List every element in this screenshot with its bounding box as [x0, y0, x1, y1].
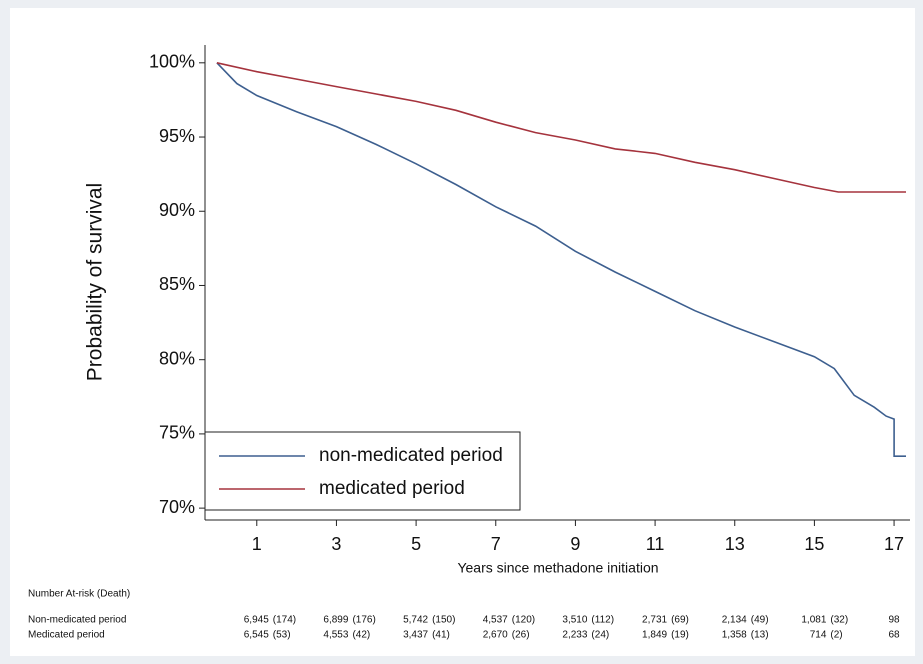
y-tick-label: 95% [159, 126, 195, 146]
y-tick-label: 80% [159, 348, 195, 368]
x-tick-label: 11 [646, 534, 665, 554]
risk-at-risk: 6,545 [244, 630, 269, 641]
risk-deaths: (24) [591, 630, 609, 641]
legend-box [204, 431, 521, 511]
risk-deaths: (13) [751, 630, 769, 641]
x-tick-label: 13 [725, 534, 745, 554]
x-tick-label: 17 [884, 534, 904, 554]
risk-at-risk: 3,510 [562, 615, 587, 626]
risk-deaths: (26) [512, 630, 530, 641]
risk-deaths: (41) [432, 630, 450, 641]
survival-curve [216, 62, 906, 457]
risk-deaths: (176) [352, 615, 375, 626]
risk-at-risk: 6,945 [244, 615, 269, 626]
y-axis-label: Probability of survival [84, 183, 107, 381]
x-axis-label: Years since methadone initiation [457, 560, 658, 576]
y-tick-label: 70% [159, 497, 195, 517]
y-tick-label: 90% [159, 200, 195, 220]
risk-deaths: (2) [830, 630, 842, 641]
risk-deaths: (19) [671, 630, 689, 641]
y-tick-label: 75% [159, 423, 195, 443]
y-tick-label: 85% [159, 274, 195, 294]
risk-at-risk: 1,849 [642, 630, 667, 641]
risk-at-risk: 5,742 [403, 615, 428, 626]
risk-at-risk: 4,537 [483, 615, 508, 626]
risk-deaths: (69) [671, 615, 689, 626]
risk-deaths: (53) [273, 630, 291, 641]
legend-label: non-medicated period [319, 445, 503, 466]
risk-at-risk: 2,731 [642, 615, 667, 626]
risk-row-label: Medicated period [28, 630, 105, 641]
risk-at-risk: 1,358 [722, 630, 747, 641]
risk-deaths: (32) [830, 615, 848, 626]
risk-at-risk: 2,233 [562, 630, 587, 641]
risk-at-risk: 98 [889, 615, 901, 626]
x-tick-label: 15 [804, 534, 824, 554]
y-tick-label: 100% [149, 52, 195, 72]
risk-at-risk: 4,553 [323, 630, 348, 641]
risk-deaths: (49) [751, 615, 769, 626]
risk-row-label: Non-medicated period [28, 615, 126, 626]
risk-deaths: (42) [352, 630, 370, 641]
risk-deaths: (120) [512, 615, 535, 626]
risk-table-title: Number At-risk (Death) [28, 589, 130, 600]
risk-at-risk: 2,134 [722, 615, 747, 626]
survival-curve [216, 62, 906, 193]
risk-deaths: (150) [432, 615, 455, 626]
risk-deaths: (174) [273, 615, 296, 626]
risk-at-risk: 2,670 [483, 630, 508, 641]
risk-at-risk: 714 [810, 630, 827, 641]
risk-at-risk: 68 [889, 630, 901, 641]
panel [10, 8, 915, 656]
risk-at-risk: 6,899 [323, 615, 348, 626]
x-tick-label: 1 [252, 534, 262, 554]
risk-deaths: (112) [591, 615, 614, 626]
risk-at-risk: 1,081 [801, 615, 826, 626]
risk-at-risk: 3,437 [403, 630, 428, 641]
x-tick-label: 7 [491, 534, 501, 554]
legend-label: medicated period [319, 478, 465, 499]
x-tick-label: 5 [411, 534, 421, 554]
x-tick-label: 9 [570, 534, 580, 554]
x-tick-label: 3 [331, 534, 341, 554]
